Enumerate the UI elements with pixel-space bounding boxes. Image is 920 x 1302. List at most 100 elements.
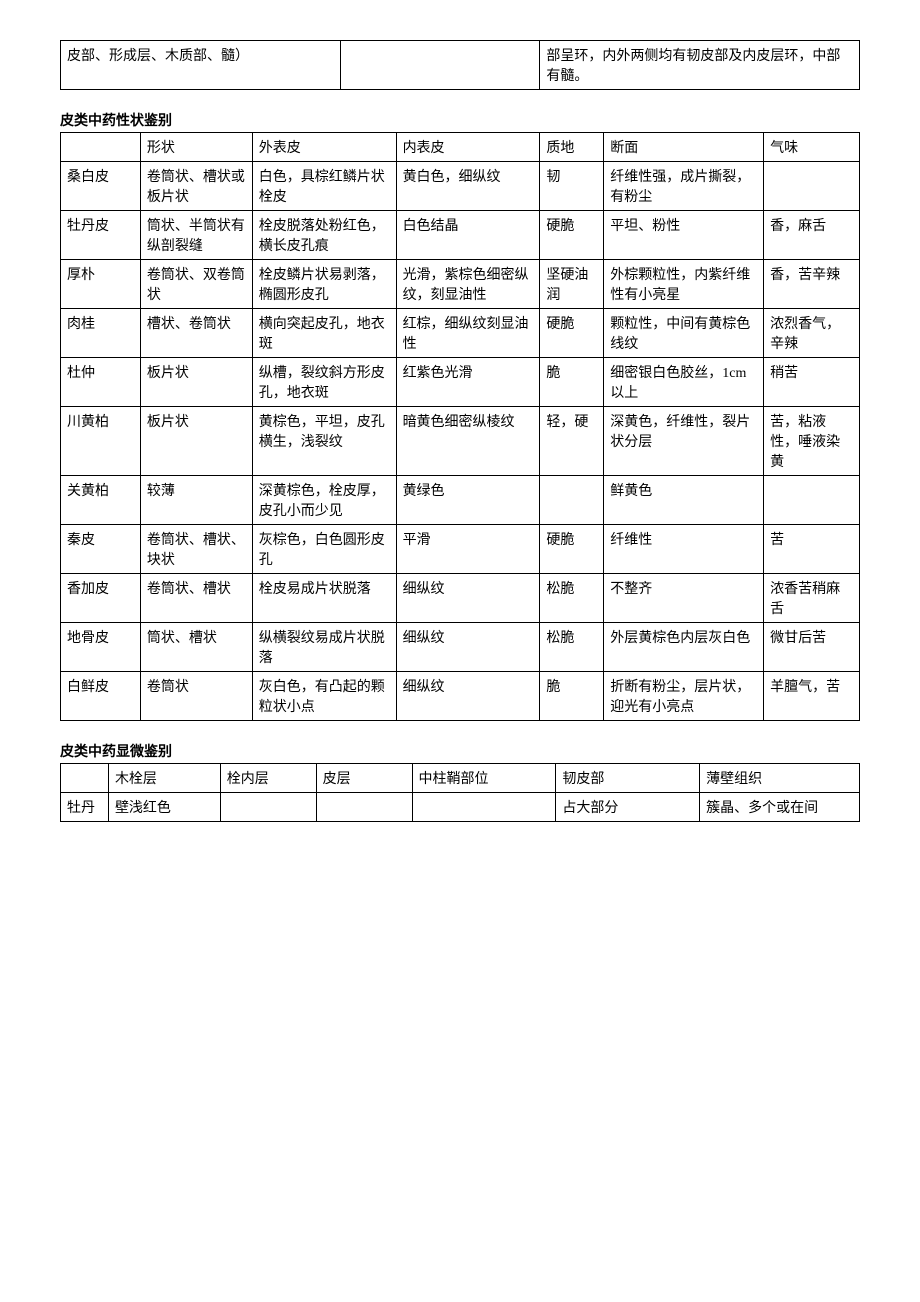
- cell: 松脆: [540, 623, 604, 672]
- cell: 松脆: [540, 574, 604, 623]
- cell: 白鲜皮: [61, 672, 141, 721]
- cell: 较薄: [140, 476, 252, 525]
- cell: 川黄柏: [61, 407, 141, 476]
- header-cell: 气味: [764, 133, 860, 162]
- cell: 细纵纹: [396, 623, 540, 672]
- cell: 灰白色，有凸起的颗粒状小点: [252, 672, 396, 721]
- cell: 牡丹: [61, 793, 109, 822]
- cell: 厚朴: [61, 260, 141, 309]
- cell: 杜仲: [61, 358, 141, 407]
- cell: 平坦、粉性: [604, 211, 764, 260]
- table-header-row: 形状 外表皮 内表皮 质地 断面 气味: [61, 133, 860, 162]
- cell: 牡丹皮: [61, 211, 141, 260]
- cell: [316, 793, 412, 822]
- cell: 纤维性: [604, 525, 764, 574]
- cell: 微甘后苦: [764, 623, 860, 672]
- cell: 硬脆: [540, 309, 604, 358]
- cell: 红棕，细纵纹刻显油性: [396, 309, 540, 358]
- table-row: 厚朴卷筒状、双卷筒状栓皮鳞片状易剥落，椭圆形皮孔光滑，紫棕色细密纵纹，刻显油性坚…: [61, 260, 860, 309]
- cell: 韧: [540, 162, 604, 211]
- cell: 纵横裂纹易成片状脱落: [252, 623, 396, 672]
- cell: 白色，具棕红鳞片状栓皮: [252, 162, 396, 211]
- cell: 槽状、卷筒状: [140, 309, 252, 358]
- cell: 卷筒状、槽状或板片状: [140, 162, 252, 211]
- header-cell: 栓内层: [220, 764, 316, 793]
- header-cell: 质地: [540, 133, 604, 162]
- micro-body: 木栓层 栓内层 皮层 中柱鞘部位 韧皮部 薄壁组织 牡丹壁浅红色占大部分簇晶、多…: [61, 764, 860, 822]
- header-cell: 外表皮: [252, 133, 396, 162]
- cell: [412, 793, 556, 822]
- cell: 浓烈香气，辛辣: [764, 309, 860, 358]
- table-row: 皮部、形成层、木质部、髓） 部呈环，内外两侧均有韧皮部及内皮层环，中部有髓。: [61, 41, 860, 90]
- table-row: 白鲜皮卷筒状灰白色，有凸起的颗粒状小点细纵纹脆折断有粉尘，层片状，迎光有小亮点羊…: [61, 672, 860, 721]
- cell: [764, 476, 860, 525]
- properties-body: 形状 外表皮 内表皮 质地 断面 气味 桑白皮卷筒状、槽状或板片状白色，具棕红鳞…: [61, 133, 860, 721]
- cell: 灰棕色，白色圆形皮孔: [252, 525, 396, 574]
- cell: 苦: [764, 525, 860, 574]
- cell: 轻，硬: [540, 407, 604, 476]
- cell: 肉桂: [61, 309, 141, 358]
- cell: 深黄棕色，栓皮厚，皮孔小而少见: [252, 476, 396, 525]
- cell: 苦，粘液性，唾液染黄: [764, 407, 860, 476]
- cell: 脆: [540, 358, 604, 407]
- cell: 关黄柏: [61, 476, 141, 525]
- header-cell: 木栓层: [108, 764, 220, 793]
- cell: 栓皮脱落处粉红色，横长皮孔痕: [252, 211, 396, 260]
- table-row: 川黄柏板片状黄棕色，平坦，皮孔横生，浅裂纹暗黄色细密纵棱纹轻，硬深黄色，纤维性，…: [61, 407, 860, 476]
- cell: 板片状: [140, 358, 252, 407]
- cell: 卷筒状、槽状、块状: [140, 525, 252, 574]
- cell: 黄绿色: [396, 476, 540, 525]
- cell: 硬脆: [540, 525, 604, 574]
- cell: 折断有粉尘，层片状，迎光有小亮点: [604, 672, 764, 721]
- cell: 细密银白色胶丝，1cm 以上: [604, 358, 764, 407]
- cell: 香加皮: [61, 574, 141, 623]
- cell: 脆: [540, 672, 604, 721]
- cell: 横向突起皮孔，地衣斑: [252, 309, 396, 358]
- section-title-3: 皮类中药显微鉴别: [60, 741, 860, 761]
- cell: 硬脆: [540, 211, 604, 260]
- cell: 卷筒状: [140, 672, 252, 721]
- header-cell: 皮层: [316, 764, 412, 793]
- cell: 板片状: [140, 407, 252, 476]
- cell: [540, 476, 604, 525]
- table-row: 秦皮卷筒状、槽状、块状灰棕色，白色圆形皮孔平滑硬脆纤维性苦: [61, 525, 860, 574]
- cell: 颗粒性，中间有黄棕色线纹: [604, 309, 764, 358]
- cell: 细纵纹: [396, 574, 540, 623]
- top-fragment-body: 皮部、形成层、木质部、髓） 部呈环，内外两侧均有韧皮部及内皮层环，中部有髓。: [61, 41, 860, 90]
- table-row: 关黄柏较薄深黄棕色，栓皮厚，皮孔小而少见黄绿色 鲜黄色: [61, 476, 860, 525]
- cell: 平滑: [396, 525, 540, 574]
- cell: 香，麻舌: [764, 211, 860, 260]
- cell: [340, 41, 540, 90]
- cell: 纤维性强，成片撕裂，有粉尘: [604, 162, 764, 211]
- cell: 筒状、半筒状有纵剖裂缝: [140, 211, 252, 260]
- cell: 簇晶、多个或在间: [700, 793, 860, 822]
- cell: 鲜黄色: [604, 476, 764, 525]
- cell: 外棕颗粒性，内紫纤维性有小亮星: [604, 260, 764, 309]
- cell: 浓香苦稍麻舌: [764, 574, 860, 623]
- cell: 卷筒状、双卷筒状: [140, 260, 252, 309]
- header-cell: 内表皮: [396, 133, 540, 162]
- cell: 卷筒状、槽状: [140, 574, 252, 623]
- top-fragment-table: 皮部、形成层、木质部、髓） 部呈环，内外两侧均有韧皮部及内皮层环，中部有髓。: [60, 40, 860, 90]
- cell: 栓皮鳞片状易剥落，椭圆形皮孔: [252, 260, 396, 309]
- table-row: 地骨皮筒状、槽状纵横裂纹易成片状脱落细纵纹松脆外层黄棕色内层灰白色微甘后苦: [61, 623, 860, 672]
- header-cell: [61, 133, 141, 162]
- table-row: 杜仲板片状纵槽，裂纹斜方形皮孔，地衣斑红紫色光滑脆细密银白色胶丝，1cm 以上稍…: [61, 358, 860, 407]
- cell: 深黄色，纤维性，裂片状分层: [604, 407, 764, 476]
- header-cell: 形状: [140, 133, 252, 162]
- cell: 黄棕色，平坦，皮孔横生，浅裂纹: [252, 407, 396, 476]
- table-row: 牡丹皮筒状、半筒状有纵剖裂缝栓皮脱落处粉红色，横长皮孔痕白色结晶硬脆平坦、粉性香…: [61, 211, 860, 260]
- section-title-2: 皮类中药性状鉴别: [60, 110, 860, 130]
- cell: 地骨皮: [61, 623, 141, 672]
- header-cell: 薄壁组织: [700, 764, 860, 793]
- cell: 占大部分: [556, 793, 700, 822]
- cell: 壁浅红色: [108, 793, 220, 822]
- cell: [220, 793, 316, 822]
- cell: 红紫色光滑: [396, 358, 540, 407]
- cell: [764, 162, 860, 211]
- table-row: 香加皮卷筒状、槽状栓皮易成片状脱落细纵纹松脆不整齐浓香苦稍麻舌: [61, 574, 860, 623]
- cell: 不整齐: [604, 574, 764, 623]
- cell: 细纵纹: [396, 672, 540, 721]
- cell: 暗黄色细密纵棱纹: [396, 407, 540, 476]
- cell: 黄白色，细纵纹: [396, 162, 540, 211]
